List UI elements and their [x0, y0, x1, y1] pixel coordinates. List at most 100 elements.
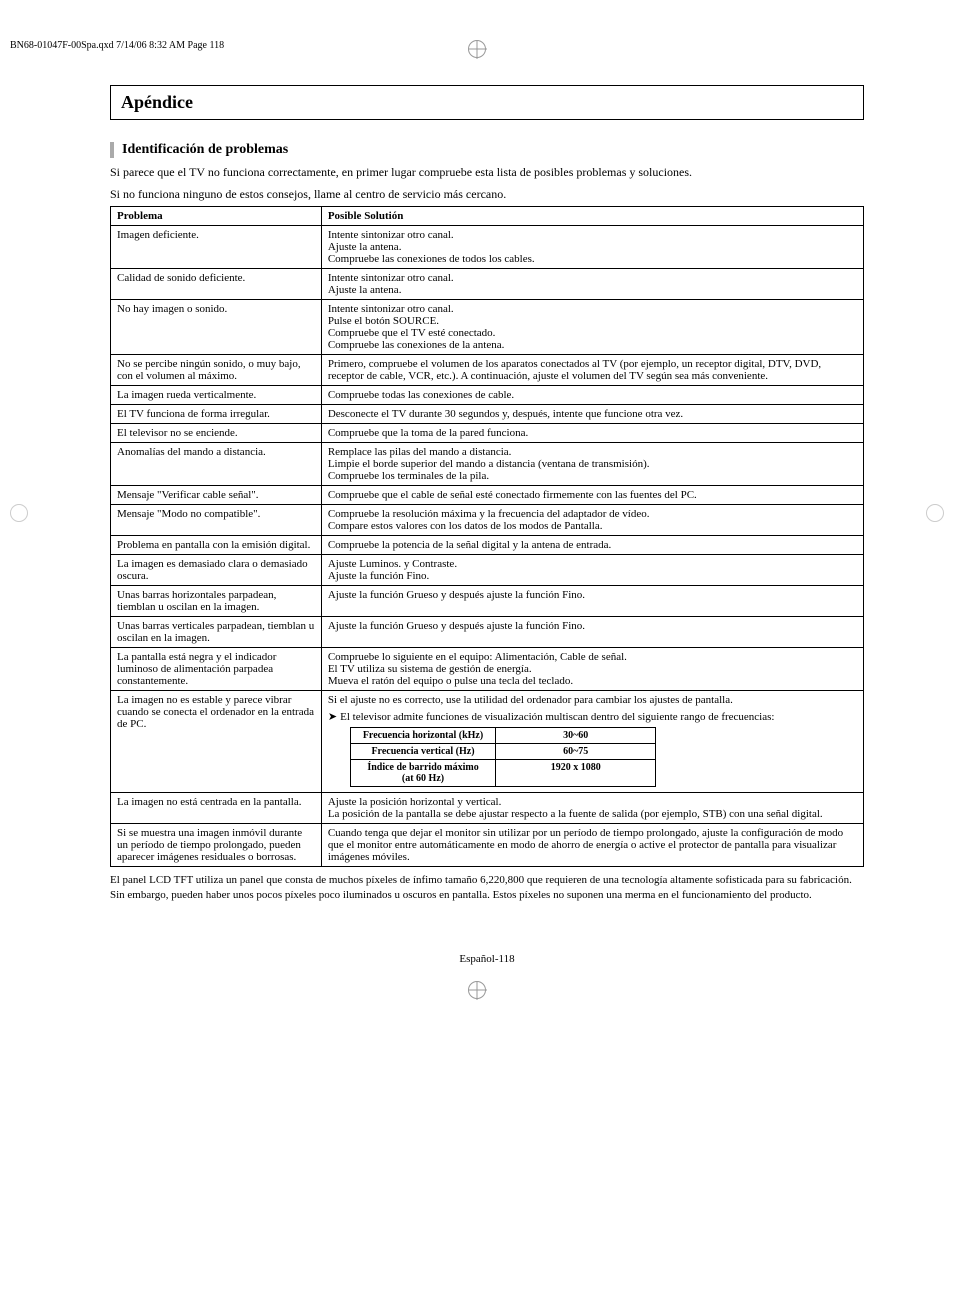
table-row: El televisor no se enciende. Compruebe qu… — [111, 424, 864, 443]
solution-cell: Compruebe que la toma de la pared funcio… — [321, 424, 863, 443]
freq-value-cell: 60~75 — [496, 744, 656, 760]
freq-value-cell: 1920 x 1080 — [496, 760, 656, 787]
solution-cell: Compruebe la resolución máxima y la frec… — [321, 505, 863, 536]
intro-line-2: Si no funciona ninguno de estos consejos… — [110, 186, 864, 202]
solution-line: Compruebe la resolución máxima y la frec… — [328, 508, 857, 520]
table-row: El TV funciona de forma irregular. Descon… — [111, 405, 864, 424]
table-row: Mensaje "Modo no compatible". Compruebe l… — [111, 505, 864, 536]
table-row: Si se muestra una imagen inmóvil durante… — [111, 824, 864, 867]
solution-line: Ajuste la antena. — [328, 284, 857, 296]
table-row: No hay imagen o sonido.Intente sintoniza… — [111, 300, 864, 355]
problem-cell: Calidad de sonido deficiente. — [111, 269, 322, 300]
solution-line: Ajuste la función Grueso y después ajust… — [328, 620, 857, 632]
freq-msg-2: ➤ El televisor admite funciones de visua… — [328, 710, 857, 723]
problem-cell: Unas barras horizontales parpadean, tiem… — [111, 586, 322, 617]
col-header-problem: Problema — [111, 207, 322, 226]
problem-cell: No hay imagen o sonido. — [111, 300, 322, 355]
problem-cell: Mensaje "Verificar cable señal". — [111, 486, 322, 505]
freq-label-cell: Índice de barrido máximo(at 60 Hz) — [350, 760, 495, 787]
table-row-freq: La imagen no es estable y parece vibrar … — [111, 691, 864, 793]
solution-line: Intente sintonizar otro canal. — [328, 229, 857, 241]
problem-cell: No se percibe ningún sonido, o muy bajo,… — [111, 355, 322, 386]
problem-cell: La imagen no está centrada en la pantall… — [111, 793, 322, 824]
problem-cell: La pantalla está negra y el indicador lu… — [111, 648, 322, 691]
intro-line-1: Si parece que el TV no funciona correcta… — [110, 164, 864, 180]
arrow-icon: ➤ — [328, 711, 340, 723]
solution-line: La posición de la pantalla se debe ajust… — [328, 808, 857, 820]
crop-mark-top — [468, 40, 486, 58]
table-row: Unas barras verticales parpadean, tiembl… — [111, 617, 864, 648]
solution-line: Ajuste Luminos. y Contraste. — [328, 558, 857, 570]
table-row: Unas barras horizontales parpadean, tiem… — [111, 586, 864, 617]
solution-cell: Compruebe lo siguiente en el equipo: Ali… — [321, 648, 863, 691]
solution-line: Desconecte el TV durante 30 segundos y, … — [328, 408, 857, 420]
problem-cell: Imagen deficiente. — [111, 226, 322, 269]
table-row: Problema en pantalla con la emisión digi… — [111, 536, 864, 555]
table-row: La imagen no está centrada en la pantall… — [111, 793, 864, 824]
solution-line: Compruebe todas las conexiones de cable. — [328, 389, 857, 401]
solution-line: Ajuste la posición horizontal y vertical… — [328, 796, 857, 808]
solution-line: Compruebe que el TV esté conectado. — [328, 327, 857, 339]
freq-table-row: Frecuencia vertical (Hz)60~75 — [350, 744, 655, 760]
table-row: Calidad de sonido deficiente.Intente sin… — [111, 269, 864, 300]
solution-line: Ajuste la función Fino. — [328, 570, 857, 582]
freq-table-row: Frecuencia horizontal (kHz)30~60 — [350, 728, 655, 744]
solution-cell: Compruebe todas las conexiones de cable. — [321, 386, 863, 405]
problem-cell: La imagen rueda verticalmente. — [111, 386, 322, 405]
freq-value-cell: 30~60 — [496, 728, 656, 744]
solution-cell: Intente sintonizar otro canal.Pulse el b… — [321, 300, 863, 355]
solution-line: Ajuste la función Grueso y después ajust… — [328, 589, 857, 601]
page-number: Español-118 — [110, 953, 864, 965]
problem-cell: La imagen es demasiado clara o demasiado… — [111, 555, 322, 586]
col-header-solution: Posible Solutión — [321, 207, 863, 226]
solution-line: Compare estos valores con los datos de l… — [328, 520, 857, 532]
problem-cell: La imagen no es estable y parece vibrar … — [111, 691, 322, 793]
solution-cell: Compruebe la potencia de la señal digita… — [321, 536, 863, 555]
solution-line: Ajuste la antena. — [328, 241, 857, 253]
table-row: La imagen rueda verticalmente. Compruebe … — [111, 386, 864, 405]
solution-line: Primero, compruebe el volumen de los apa… — [328, 358, 857, 382]
problem-cell: El TV funciona de forma irregular. — [111, 405, 322, 424]
solution-cell: Intente sintonizar otro canal.Ajuste la … — [321, 226, 863, 269]
solution-line: Compruebe que el cable de señal esté con… — [328, 489, 857, 501]
problem-cell: El televisor no se enciende. — [111, 424, 322, 443]
solution-cell: Ajuste la función Grueso y después ajust… — [321, 617, 863, 648]
solution-line: Cuando tenga que dejar el monitor sin ut… — [328, 827, 857, 863]
crop-mark-right — [926, 504, 944, 522]
freq-label-cell: Frecuencia horizontal (kHz) — [350, 728, 495, 744]
solution-cell: Si el ajuste no es correcto, use la util… — [321, 691, 863, 793]
problem-cell: Mensaje "Modo no compatible". — [111, 505, 322, 536]
freq-label-cell: Frecuencia vertical (Hz) — [350, 744, 495, 760]
solution-line: Compruebe las conexiones de la antena. — [328, 339, 857, 351]
freq-table: Frecuencia horizontal (kHz)30~60Frecuenc… — [350, 727, 656, 787]
solution-line: Intente sintonizar otro canal. — [328, 303, 857, 315]
solution-line: Compruebe las conexiones de todos los ca… — [328, 253, 857, 265]
solution-cell: Ajuste Luminos. y Contraste.Ajuste la fu… — [321, 555, 863, 586]
problem-cell: Anomalías del mando a distancia. — [111, 443, 322, 486]
sub-title: Identificación de problemas — [110, 142, 864, 158]
section-title: Apéndice — [110, 85, 864, 120]
freq-msg-1: Si el ajuste no es correcto, use la util… — [328, 694, 857, 706]
problem-cell: Problema en pantalla con la emisión digi… — [111, 536, 322, 555]
problem-cell: Unas barras verticales parpadean, tiembl… — [111, 617, 322, 648]
table-row: Mensaje "Verificar cable señal". Comprueb… — [111, 486, 864, 505]
table-row: La pantalla está negra y el indicador lu… — [111, 648, 864, 691]
crop-mark-left — [10, 504, 28, 522]
crop-mark-bottom — [468, 981, 486, 999]
solution-line: Compruebe lo siguiente en el equipo: Ali… — [328, 651, 857, 663]
solution-cell: Intente sintonizar otro canal.Ajuste la … — [321, 269, 863, 300]
solution-line: Compruebe los terminales de la pila. — [328, 470, 857, 482]
table-row: No se percibe ningún sonido, o muy bajo,… — [111, 355, 864, 386]
solution-line: Compruebe que la toma de la pared funcio… — [328, 427, 857, 439]
table-header-row: Problema Posible Solutión — [111, 207, 864, 226]
solution-cell: Cuando tenga que dejar el monitor sin ut… — [321, 824, 863, 867]
solution-cell: Desconecte el TV durante 30 segundos y, … — [321, 405, 863, 424]
solution-cell: Remplace las pilas del mando a distancia… — [321, 443, 863, 486]
table-row: Anomalías del mando a distancia.Remplace… — [111, 443, 864, 486]
freq-table-row: Índice de barrido máximo(at 60 Hz)1920 x… — [350, 760, 655, 787]
foot-note: El panel LCD TFT utiliza un panel que co… — [110, 873, 864, 903]
solution-line: Pulse el botón SOURCE. — [328, 315, 857, 327]
solution-line: Compruebe la potencia de la señal digita… — [328, 539, 857, 551]
solution-cell: Ajuste la posición horizontal y vertical… — [321, 793, 863, 824]
table-row: La imagen es demasiado clara o demasiado… — [111, 555, 864, 586]
